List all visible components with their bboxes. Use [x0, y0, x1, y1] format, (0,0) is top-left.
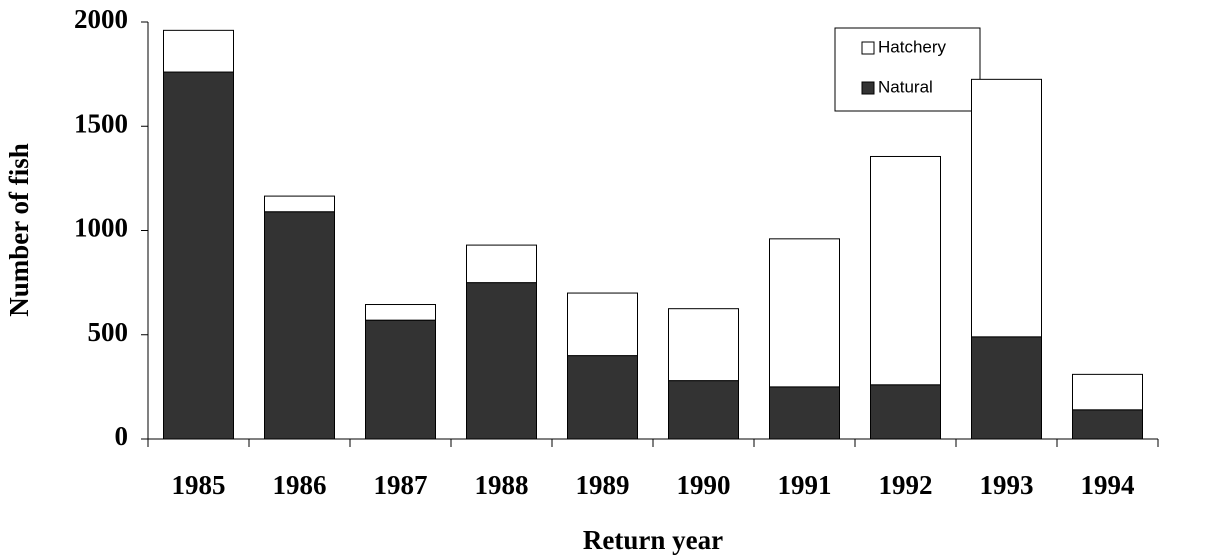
- bar-segment: [264, 195, 335, 213]
- y-tick-label: 0: [115, 421, 129, 451]
- x-tick-label: 1988: [475, 470, 529, 500]
- bar-segment: [365, 319, 436, 440]
- x-tick-label: 1987: [374, 470, 428, 500]
- y-tick-label: 1000: [74, 213, 128, 243]
- legend-swatch: [861, 41, 875, 55]
- legend-box: [834, 27, 981, 112]
- y-tick-label: 2000: [74, 4, 128, 34]
- x-axis-label: Return year: [583, 525, 723, 555]
- x-tick-label: 1990: [677, 470, 731, 500]
- bar-segment: [264, 211, 335, 440]
- x-tick-label: 1985: [172, 470, 226, 500]
- x-tick-label: 1991: [778, 470, 832, 500]
- bar-segment: [668, 380, 739, 440]
- bar-segment: [163, 29, 234, 73]
- bar-segment: [365, 304, 436, 321]
- bar-segment: [1072, 373, 1143, 411]
- x-tick-label: 1993: [980, 470, 1034, 500]
- bar-segment: [163, 71, 234, 440]
- bar-segment: [466, 282, 537, 440]
- bar-segment: [769, 238, 840, 388]
- bar-segment: [971, 78, 1042, 338]
- legend-label: Natural: [878, 77, 933, 96]
- x-tick-label: 1992: [879, 470, 933, 500]
- y-tick-label: 500: [88, 317, 129, 347]
- y-axis-label: Number of fish: [4, 143, 34, 317]
- y-tick-label: 1500: [74, 108, 128, 138]
- bar-segment: [870, 155, 941, 386]
- bar-segment: [668, 308, 739, 382]
- legend-label: Hatchery: [878, 37, 947, 56]
- x-tick-label: 1986: [273, 470, 327, 500]
- x-tick-label: 1994: [1081, 470, 1135, 500]
- bar-segment: [1072, 409, 1143, 440]
- bar-segment: [567, 292, 638, 357]
- bar-segment: [466, 244, 537, 284]
- bar-segment: [870, 384, 941, 440]
- bar-segment: [769, 386, 840, 440]
- legend-swatch: [861, 81, 875, 95]
- bar-segment: [971, 336, 1042, 440]
- bar-segment: [567, 355, 638, 440]
- x-tick-label: 1989: [576, 470, 630, 500]
